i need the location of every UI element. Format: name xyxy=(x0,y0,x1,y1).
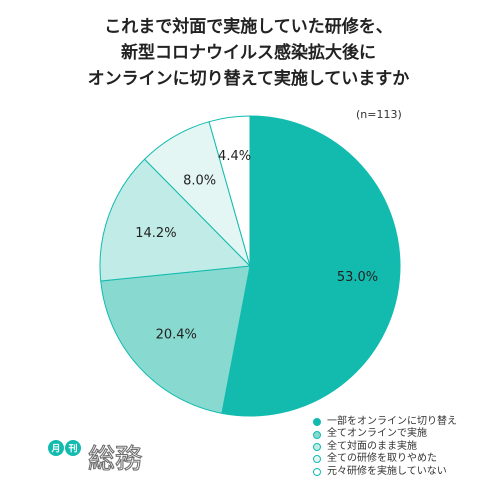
pie-slice-3 xyxy=(99,158,252,282)
slice-value-label-4: 8.0% xyxy=(183,174,216,189)
logo-badge-1-text: 月 xyxy=(50,444,60,455)
title-line-2: 新型コロナウイルス感染拡大後に xyxy=(121,43,376,63)
gekkan-soumu-logo: 月 刊 総務 xyxy=(48,440,143,476)
legend-item-1: 一部をオンラインに切り替え xyxy=(313,416,457,428)
legend-swatch-1 xyxy=(313,418,321,427)
logo-badge-2-text: 刊 xyxy=(68,443,77,455)
logo-wordmark: 総務 xyxy=(88,444,142,475)
pie-slice-2 xyxy=(100,265,251,414)
legend-label-1: 一部をオンラインに切り替え xyxy=(327,416,457,427)
slice-value-label-2: 20.4% xyxy=(156,328,197,343)
legend-label-3: 全て対面のまま実施 xyxy=(327,440,417,452)
legend-item-4: 全ての研修を取りやめた xyxy=(313,453,457,465)
title-line-1: これまで対面で実施していた研修を、 xyxy=(104,17,393,37)
legend-item-5: 元々研修を実施していない xyxy=(313,466,457,478)
pie-slice-5 xyxy=(208,115,251,267)
legend-swatch-2 xyxy=(313,430,321,439)
legend-swatch-5 xyxy=(313,467,321,476)
chart-legend: 一部をオンラインに切り替え 全てオンラインで実施 全て対面のまま実施 全ての研修を取り… xyxy=(313,416,457,478)
legend-item-2: 全てオンラインで実施 xyxy=(313,428,457,440)
legend-label-2: 全てオンラインで実施 xyxy=(327,428,427,440)
slice-value-label-1: 53.0% xyxy=(337,270,378,285)
legend-label-5: 元々研修を実施していない xyxy=(327,465,447,477)
legend-label-4: 全ての研修を取りやめた xyxy=(327,453,437,465)
pie-slice-1 xyxy=(221,115,401,417)
legend-item-3: 全て対面のまま実施 xyxy=(313,441,457,453)
chart-title: これまで対面で実施していた研修を、 新型コロナウイルス感染拡大後に オンラインに… xyxy=(0,14,497,92)
slice-value-label-3: 14.2% xyxy=(135,226,176,241)
logo-badge-2 xyxy=(65,440,81,456)
slice-value-label-5: 4.4% xyxy=(218,149,251,164)
title-line-3: オンラインに切り替えて実施していますか xyxy=(87,69,410,89)
sample-size-note: (n=113) xyxy=(356,108,402,121)
legend-swatch-3 xyxy=(313,443,321,452)
logo-badge-1 xyxy=(48,440,64,456)
legend-swatch-4 xyxy=(313,455,321,464)
